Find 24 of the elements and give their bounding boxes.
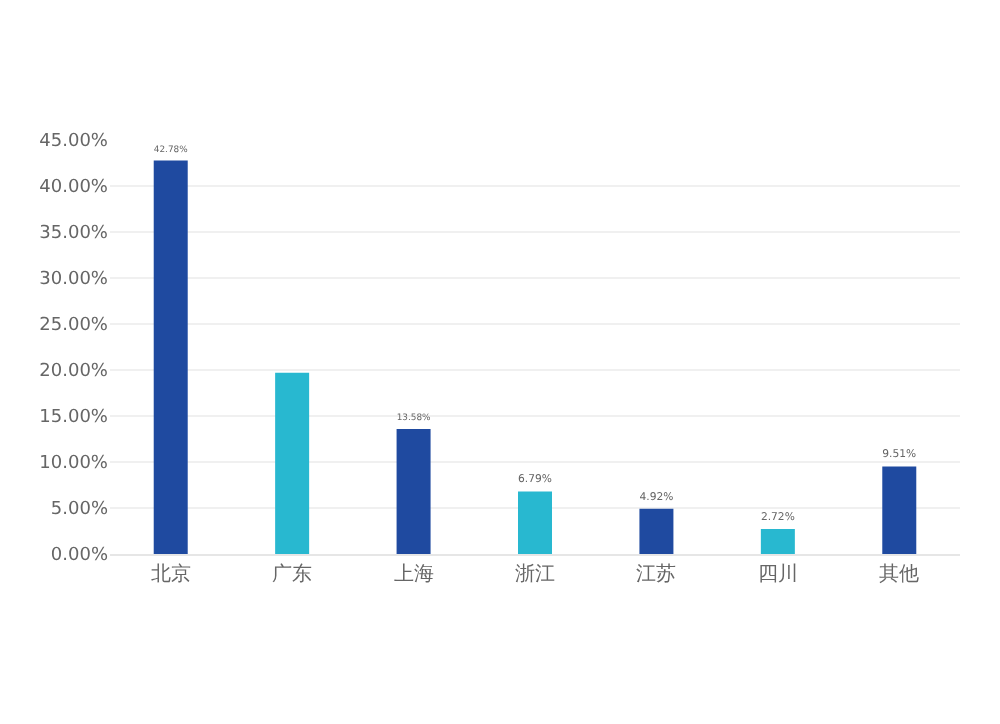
y-tick-label: 10.00% [39,454,109,475]
bar [153,160,188,554]
x-tick-label: 广东 [272,562,313,586]
y-tick-label: 15.00% [39,408,109,429]
bar [760,528,795,554]
bar [882,466,917,554]
y-tick-label: 30.00% [39,270,109,291]
x-tick-label: 上海 [393,562,434,586]
x-tick-label: 北京 [150,562,191,586]
x-tick-label: 浙江 [515,562,555,586]
y-tick-label: 5.00% [50,500,109,521]
y-tick-label: 40.00% [39,178,109,199]
x-tick-label: 其他 [879,562,920,586]
bar [518,491,552,554]
x-tick-label: 四川 [757,562,798,586]
y-tick-label: 0.00% [50,546,109,567]
bar [396,429,431,554]
y-tick-label: 20.00% [39,362,109,383]
y-tick-label: 25.00% [39,316,109,337]
bar [639,508,674,554]
y-tick-label: 35.00% [39,224,109,245]
y-tick-label: 45.00% [39,132,109,153]
bar [275,372,310,554]
x-tick-label: 江苏 [636,562,677,586]
